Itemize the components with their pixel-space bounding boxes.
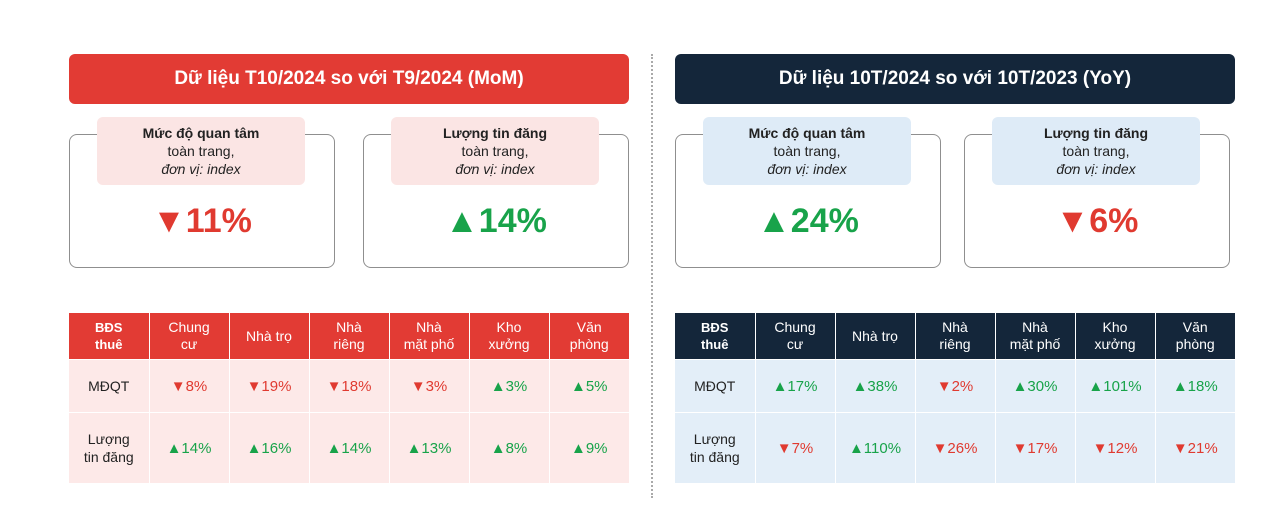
table-row: Lượng tin đăng ▲14% ▲16% ▲14% ▲13% ▲8% ▲9%: [69, 412, 629, 483]
mom-table: BĐS thuê Chung cư Nhà trọ Nhà riêng Nhà mặt …: [69, 313, 629, 483]
card-label-scope: toàn trang,: [167, 143, 235, 159]
header-cell: Nhà trọ: [835, 313, 916, 360]
table-cell: ▲14%: [149, 412, 230, 483]
yoy-listings-value: ▼6%: [1055, 202, 1139, 240]
mom-interest-value: ▼11%: [152, 202, 252, 240]
table-cell: ▼21%: [1155, 412, 1235, 483]
row-label: Lượng tin đăng: [69, 412, 150, 483]
table-header-row: BĐS thuê Chung cư Nhà trọ Nhà riêng Nhà mặt …: [69, 313, 629, 360]
card-label-unit: đơn vị: index: [161, 161, 241, 177]
table-cell: ▼18%: [309, 359, 390, 413]
table-cell: ▲9%: [549, 412, 629, 483]
table-cell: ▲3%: [469, 359, 550, 413]
panel-divider: [651, 54, 653, 498]
card-label-scope: toàn trang,: [773, 143, 841, 159]
table-cell: ▼17%: [995, 412, 1076, 483]
yoy-interest-card: Mức độ quan tâm toàn trang, đơn vị: inde…: [675, 117, 941, 268]
header-cell: Văn phòng: [549, 313, 629, 360]
row-label: MĐQT: [675, 359, 756, 413]
mom-listings-card: Lượng tin đăng toàn trang, đơn vị: index…: [363, 117, 629, 268]
table-cell: ▲13%: [389, 412, 470, 483]
mom-interest-tag: Mức độ quan tâm toàn trang, đơn vị: inde…: [97, 117, 305, 185]
header-cell: Kho xưởng: [469, 313, 550, 360]
table-row: Lượng tin đăng ▼7% ▲110% ▼26% ▼17% ▼12% ▼21%: [675, 412, 1235, 483]
row-label: Lượng tin đăng: [675, 412, 756, 483]
table-cell: ▼3%: [389, 359, 470, 413]
yoy-listings-tag: Lượng tin đăng toàn trang, đơn vị: index: [992, 117, 1200, 185]
card-label-scope: toàn trang,: [1062, 143, 1130, 159]
table-cell: ▼26%: [915, 412, 996, 483]
table-cell: ▲101%: [1075, 359, 1156, 413]
header-cell: Văn phòng: [1155, 313, 1235, 360]
table-cell: ▲30%: [995, 359, 1076, 413]
header-cell: Nhà riêng: [915, 313, 996, 360]
yoy-interest-tag: Mức độ quan tâm toàn trang, đơn vị: inde…: [703, 117, 911, 185]
table-cell: ▲14%: [309, 412, 390, 483]
card-label-title: Lượng tin đăng: [1043, 125, 1149, 141]
table-cell: ▼7%: [755, 412, 836, 483]
header-cell: Chung cư: [755, 313, 836, 360]
mom-interest-card: Mức độ quan tâm toàn trang, đơn vị: inde…: [69, 117, 335, 268]
header-cell: Nhà mặt phố: [389, 313, 470, 360]
table-cell: ▼2%: [915, 359, 996, 413]
table-cell: ▲5%: [549, 359, 629, 413]
table-cell: ▲8%: [469, 412, 550, 483]
card-label-unit: đơn vị: index: [455, 161, 535, 177]
header-cell-category: BĐS thuê: [675, 313, 756, 360]
header-cell: Nhà riêng: [309, 313, 390, 360]
header-cell: Nhà trọ: [229, 313, 310, 360]
yoy-listings-card: Lượng tin đăng toàn trang, đơn vị: index…: [964, 117, 1230, 268]
table-cell: ▲16%: [229, 412, 310, 483]
row-label: MĐQT: [69, 359, 150, 413]
yoy-banner: Dữ liệu 10T/2024 so với 10T/2023 (YoY): [675, 54, 1235, 104]
yoy-interest-value: ▲24%: [757, 202, 859, 240]
table-cell: ▲38%: [835, 359, 916, 413]
mom-listings-value: ▲14%: [445, 202, 547, 240]
header-cell: Chung cư: [149, 313, 230, 360]
yoy-panel: Dữ liệu 10T/2024 so với 10T/2023 (YoY) M…: [675, 54, 1235, 483]
mom-panel: Dữ liệu T10/2024 so với T9/2024 (MoM) Mứ…: [69, 54, 629, 483]
card-label-scope: toàn trang,: [461, 143, 529, 159]
table-header-row: BĐS thuê Chung cư Nhà trọ Nhà riêng Nhà mặt …: [675, 313, 1235, 360]
table-row: MĐQT ▲17% ▲38% ▼2% ▲30% ▲101% ▲18%: [675, 359, 1235, 413]
table-cell: ▲110%: [835, 412, 916, 483]
table-cell: ▲18%: [1155, 359, 1235, 413]
card-label-title: Mức độ quan tâm: [748, 125, 866, 141]
mom-listings-tag: Lượng tin đăng toàn trang, đơn vị: index: [391, 117, 599, 185]
mom-banner: Dữ liệu T10/2024 so với T9/2024 (MoM): [69, 54, 629, 104]
header-cell: Nhà mặt phố: [995, 313, 1076, 360]
header-cell-category: BĐS thuê: [69, 313, 150, 360]
table-cell: ▼8%: [149, 359, 230, 413]
table-row: MĐQT ▼8% ▼19% ▼18% ▼3% ▲3% ▲5%: [69, 359, 629, 413]
card-label-title: Mức độ quan tâm: [142, 125, 260, 141]
card-label-title: Lượng tin đăng: [442, 125, 548, 141]
table-cell: ▼19%: [229, 359, 310, 413]
header-cell: Kho xưởng: [1075, 313, 1156, 360]
yoy-table: BĐS thuê Chung cư Nhà trọ Nhà riêng Nhà mặt …: [675, 313, 1235, 483]
table-cell: ▼12%: [1075, 412, 1156, 483]
card-label-unit: đơn vị: index: [1056, 161, 1136, 177]
table-cell: ▲17%: [755, 359, 836, 413]
card-label-unit: đơn vị: index: [767, 161, 847, 177]
